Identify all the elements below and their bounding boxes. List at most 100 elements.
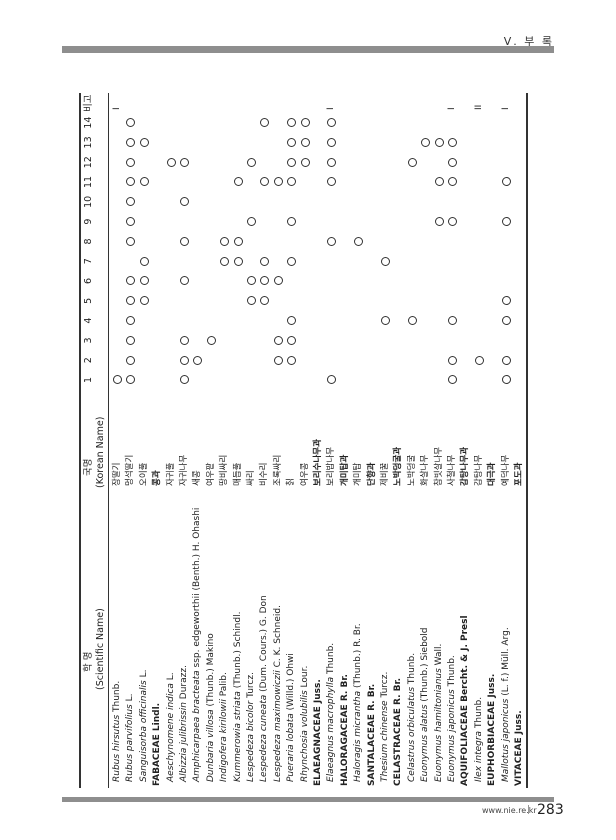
occurrence-circle — [126, 236, 136, 246]
occurrence-circle — [501, 355, 511, 365]
authority: (Thunb.) Makino — [205, 633, 216, 710]
occurrence-circle — [327, 137, 337, 147]
occurrence-circle — [287, 256, 297, 266]
family-row: FABACEAE Lindl. 콩과 — [151, 93, 164, 788]
column-header: 8 — [83, 238, 94, 245]
korean-name: 멍석딸기 — [125, 454, 136, 486]
column-header: 13 — [83, 136, 94, 149]
occurrence-circle — [287, 335, 297, 345]
korean-name: 단향과 — [366, 462, 377, 486]
occurrence-circle — [287, 118, 297, 128]
head-sci-ko: 학 명 — [83, 651, 94, 673]
scientific-name: Kummerowia striata (Thunb.) Schindl. — [232, 612, 245, 782]
occurrence-circle — [139, 296, 149, 306]
occurrence-circle — [434, 217, 444, 227]
authority: Thunb. — [406, 652, 417, 687]
occurrence-circle — [260, 296, 270, 306]
table-bottom-rule — [526, 93, 528, 788]
occurrence-circle — [139, 177, 149, 187]
genus-species: Thesium chinense — [380, 700, 390, 782]
occurrence-circle — [233, 177, 243, 187]
chapter-title: Ⅴ. 부 록 — [503, 35, 554, 48]
occurrence-circle — [287, 177, 297, 187]
species-table: 학 명 (Scientific Name) 국명 (Korean Name) 1… — [73, 93, 535, 788]
scientific-name: Lespedeza cuneata (Dum. Cours.) G. Don — [258, 595, 271, 782]
genus-species: Pueraria lobata — [286, 713, 297, 782]
scientific-name: Haloragis micrantha (Thunb.) R. Br. — [352, 623, 365, 782]
species-row: Kummerowia striata (Thunb.) Schindl. 매듭풀 — [232, 93, 245, 788]
genus-species: Sanguisorba officinalis — [138, 680, 149, 782]
scientific-name: EUPHORBIACEAE Juss. — [486, 674, 499, 786]
species-row: Thesium chinense Turcz. 제비꿀 — [379, 93, 392, 788]
species-row: Rubus hirsutus Thunb. 장딸기 I — [111, 93, 124, 788]
species-row: Aeschynomene indica L. 자귀풀 — [165, 93, 178, 788]
authority: (L. f.) Müll. Arg. — [500, 627, 511, 699]
scientific-name: Celastrus orbiculatus Thunb. — [406, 653, 419, 782]
occurrence-circle — [300, 137, 310, 147]
scientific-name: Rhynchosia volubilis Lour. — [299, 666, 312, 782]
korean-name: 땅비싸리 — [219, 454, 230, 486]
occurrence-circle — [220, 236, 230, 246]
authority: (Dum. Cours.) G. Don — [259, 595, 270, 695]
occurrence-circle — [273, 335, 283, 345]
species-row: Rhynchosia volubilis Lour. 여우콩 — [299, 93, 312, 788]
column-header: 6 — [83, 277, 94, 285]
korean-name: 개미탑 — [353, 462, 364, 486]
scientific-name: Ilex integra Thunb. — [473, 697, 486, 782]
occurrence-circle — [448, 355, 457, 365]
occurrence-circle — [260, 256, 270, 266]
occurrence-circle — [126, 296, 136, 306]
authority: L. — [138, 669, 149, 681]
korean-name: 새콩 — [192, 470, 203, 486]
header-bar — [62, 46, 554, 53]
occurrence-circle — [247, 217, 256, 227]
family-row: HALORAGACEAE R. Br. 개미탑과 — [339, 93, 352, 788]
column-header: 11 — [83, 175, 94, 189]
occurrence-circle — [434, 177, 444, 187]
occurrence-circle — [247, 276, 256, 286]
occurrence-circle — [126, 157, 136, 167]
authority: ssp. edgeworthii (Benth.) H. Ohashi — [192, 507, 203, 671]
korean-name: 콩과 — [152, 470, 163, 486]
species-row: Mallotus japonicus (L. f.) Müll. Arg. 예덕나… — [500, 93, 513, 788]
species-row: Sanguisorba officinalis L. 오이풀 — [138, 93, 151, 788]
authority: Juss. — [487, 673, 498, 701]
occurrence-circle — [247, 296, 256, 306]
occurrence-circle — [180, 375, 189, 385]
occurrence-circle — [126, 118, 136, 128]
species-row: Euonymus alatus (Thunb.) Siebold 화살나무 — [419, 93, 432, 788]
scientific-name: Thesium chinense Turcz. — [379, 672, 392, 782]
korean-name: 장딸기 — [112, 462, 122, 486]
korean-name: 싸리 — [246, 470, 256, 486]
occurrence-circle — [407, 316, 417, 326]
genus-species: Lespedeza bicolor — [246, 700, 256, 782]
species-row: Albizzia julibrissin Durazz. 자귀나무 — [178, 93, 191, 788]
family-row: EUPHORBIACEAE Juss. 대극과 — [486, 93, 499, 788]
genus-species: Dunbaria villosa — [205, 709, 216, 782]
authority: Lindl. — [152, 702, 163, 735]
remarks-value: I — [447, 107, 457, 110]
column-header: 14 — [83, 116, 94, 129]
remarks-value: I — [326, 107, 337, 110]
authority: (Thunb.) Schindl. — [232, 611, 243, 692]
species-row: Dunbaria villosa (Thunb.) Makino 여우팥 — [205, 93, 218, 788]
occurrence-circle — [273, 177, 283, 187]
table-top-rule — [79, 93, 81, 788]
genus-species: Euonymus hamiltonianus — [433, 668, 444, 782]
genus-species: Rhynchosia volubilis — [299, 690, 310, 782]
genus-species: Albizzia julibrissin — [179, 702, 189, 782]
authority: Wall. — [433, 643, 444, 669]
family-row: SANTALACEAE R. Br. 단향과 — [366, 93, 379, 788]
korean-name: 오이풀 — [138, 462, 149, 486]
page-number: 283 — [537, 802, 564, 818]
genus-species: Celastrus orbiculatus — [406, 686, 417, 782]
genus-species: CELASTRACEAE — [393, 708, 404, 786]
scientific-name: Euonymus alatus (Thunb.) Siebold — [419, 627, 432, 782]
occurrence-circle — [193, 355, 203, 365]
korean-name: 보리밥나무 — [326, 446, 337, 486]
occurrence-circle — [474, 355, 484, 365]
species-row: Celastrus orbiculatus Thunb. 노박덩굴 — [406, 93, 419, 788]
scientific-name: Dunbaria villosa (Thunb.) Makino — [205, 633, 218, 782]
occurrence-circle — [381, 316, 390, 326]
authority: R. Br. — [366, 683, 377, 715]
